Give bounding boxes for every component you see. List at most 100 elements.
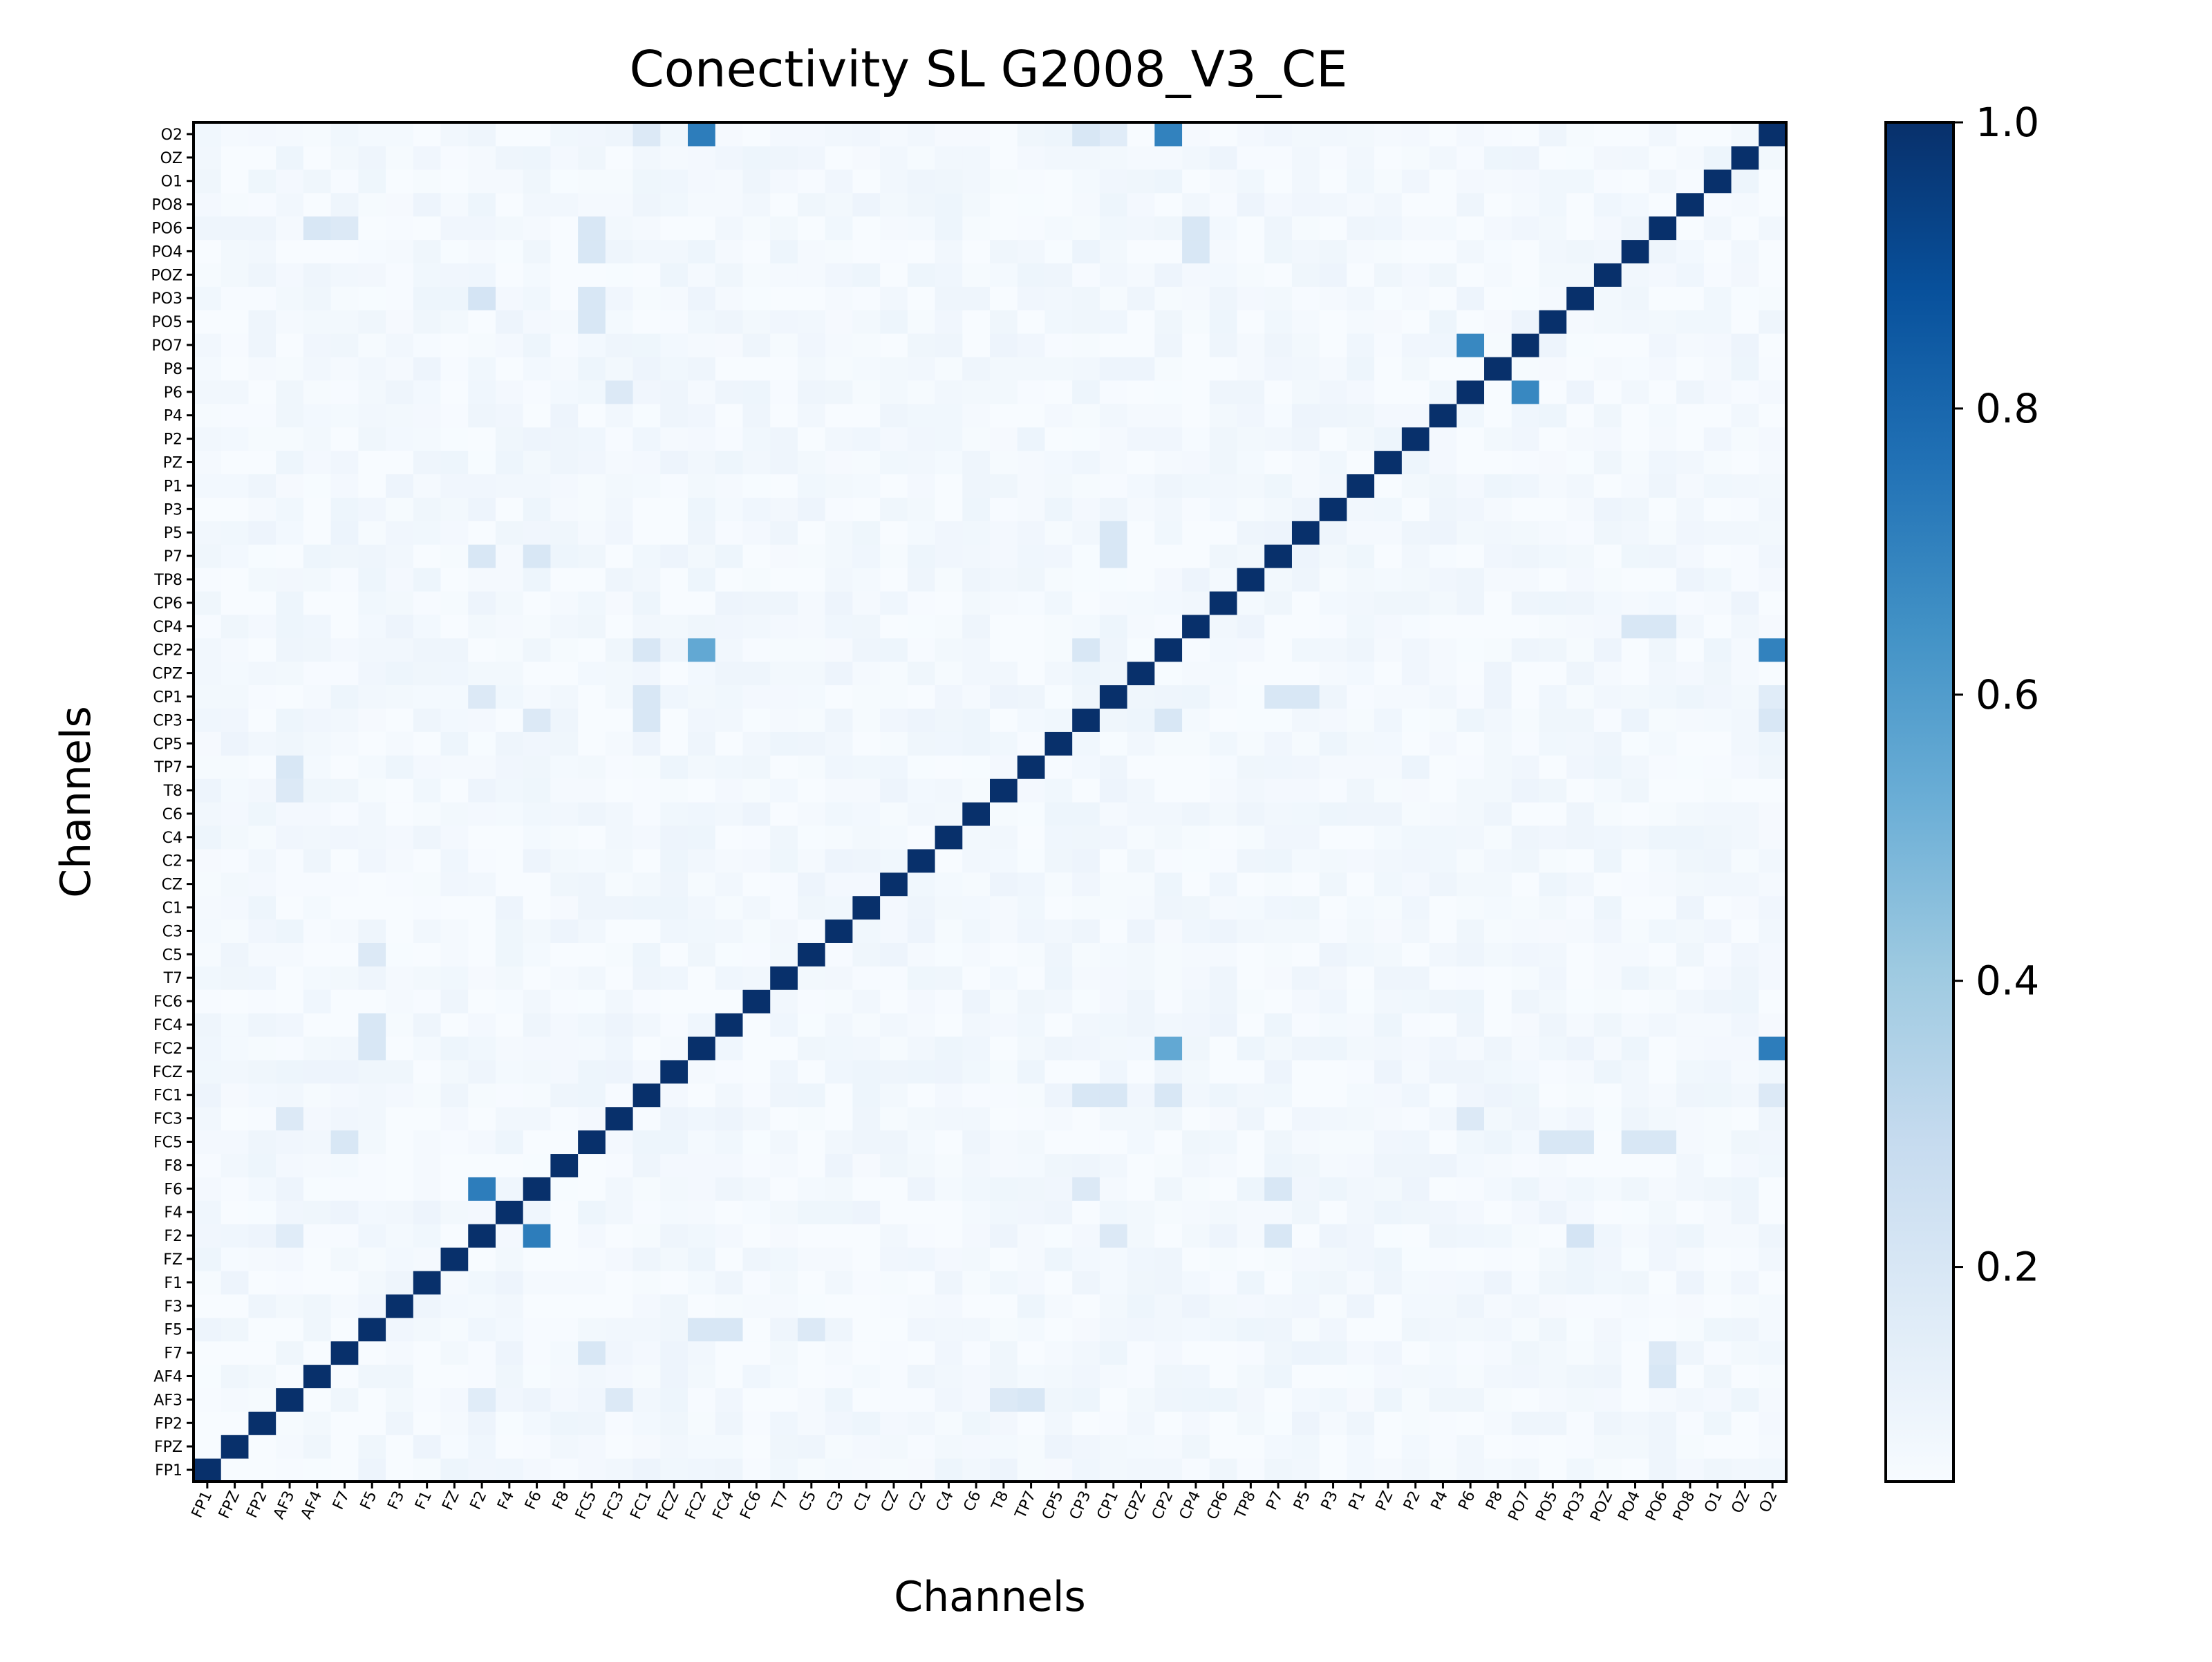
heatmap-cell — [1484, 568, 1512, 592]
heatmap-cell — [1210, 497, 1237, 521]
heatmap-cell — [1430, 380, 1457, 404]
heatmap-cell — [331, 849, 359, 873]
heatmap-cell — [1210, 896, 1237, 920]
heatmap-cell — [1018, 1341, 1045, 1365]
heatmap-cell — [825, 708, 853, 732]
heatmap-cell — [1237, 708, 1265, 732]
heatmap-cell — [1512, 1083, 1539, 1108]
heatmap-cell — [1704, 1411, 1732, 1435]
heatmap-cell — [523, 310, 551, 334]
heatmap-cell — [962, 239, 990, 263]
heatmap-cell — [962, 1318, 990, 1342]
heatmap-cell — [1347, 1107, 1374, 1131]
heatmap-cell — [413, 685, 441, 709]
heatmap-cell — [1347, 1083, 1374, 1108]
heatmap-cell — [742, 1365, 770, 1389]
colorbar-tick-label: 1.0 — [1976, 99, 2039, 146]
heatmap-cell — [1430, 286, 1457, 310]
heatmap-cell — [1456, 1153, 1484, 1177]
heatmap-cell — [1484, 919, 1512, 943]
heatmap-cell — [1237, 1411, 1265, 1435]
heatmap-cell — [441, 591, 469, 615]
heatmap-cell — [441, 193, 469, 217]
heatmap-cell — [990, 286, 1018, 310]
heatmap-cell — [1292, 708, 1320, 732]
heatmap-cell — [1649, 1318, 1676, 1342]
heatmap-cell — [1594, 872, 1622, 897]
heatmap-cell — [248, 1341, 276, 1365]
heatmap-cell — [990, 1365, 1018, 1389]
heatmap-cell — [880, 1294, 908, 1318]
heatmap-cell — [688, 615, 715, 639]
heatmap-cell — [1566, 755, 1594, 779]
heatmap-cell — [1347, 591, 1374, 615]
heatmap-cell — [1347, 310, 1374, 334]
heatmap-cell — [1127, 451, 1155, 475]
heatmap-cell — [742, 1458, 770, 1482]
heatmap-cell — [1347, 1294, 1374, 1318]
heatmap-cell — [770, 638, 798, 662]
heatmap-cell — [1154, 825, 1182, 850]
heatmap-cell — [331, 1177, 359, 1201]
heatmap-cell — [1539, 1200, 1566, 1224]
heatmap-cell — [606, 685, 633, 709]
heatmap-cell — [742, 1435, 770, 1459]
heatmap-cell — [1018, 357, 1045, 381]
heatmap-cell — [852, 849, 880, 873]
heatmap-cell — [1154, 451, 1182, 475]
heatmap-cell — [276, 919, 303, 943]
heatmap-cell — [825, 1365, 853, 1389]
heatmap-cell — [688, 404, 715, 428]
heatmap-cell — [935, 169, 963, 193]
heatmap-cell — [770, 755, 798, 779]
heatmap-cell — [633, 638, 661, 662]
heatmap-cell — [1704, 404, 1732, 428]
heatmap-cell — [1732, 474, 1759, 498]
heatmap-cell — [413, 989, 441, 1014]
heatmap-cell — [1512, 989, 1539, 1014]
heatmap-cell — [1649, 989, 1676, 1014]
heatmap-cell — [1127, 1435, 1155, 1459]
heatmap-cell — [1210, 122, 1237, 147]
heatmap-cell — [523, 451, 551, 475]
heatmap-cell — [825, 1200, 853, 1224]
heatmap-cell — [523, 1411, 551, 1435]
heatmap-cell — [1622, 1224, 1649, 1248]
heatmap-cell — [715, 849, 743, 873]
heatmap-cell — [1292, 591, 1320, 615]
heatmap-cell — [633, 263, 661, 287]
heatmap-cell — [1320, 1458, 1347, 1482]
heatmap-cell — [413, 919, 441, 943]
heatmap-cell — [798, 357, 825, 381]
heatmap-cell — [1759, 521, 1786, 545]
heatmap-cell — [1732, 1083, 1759, 1108]
heatmap-cell — [1347, 427, 1374, 451]
heatmap-cell — [221, 1294, 249, 1318]
heatmap-cell — [331, 1224, 359, 1248]
heatmap-cell — [194, 1411, 221, 1435]
heatmap-cell — [1539, 169, 1566, 193]
heatmap-cell — [358, 544, 386, 568]
heatmap-cell — [194, 872, 221, 897]
heatmap-cell — [1594, 193, 1622, 217]
heatmap-cell — [1456, 1013, 1484, 1037]
heatmap-cell — [194, 404, 221, 428]
heatmap-cell — [276, 1341, 303, 1365]
heatmap-cell — [798, 755, 825, 779]
heatmap-cell — [1512, 1247, 1539, 1271]
heatmap-cell — [688, 216, 715, 241]
heatmap-cell — [496, 1130, 523, 1155]
heatmap-cell — [1210, 380, 1237, 404]
heatmap-cell — [1512, 755, 1539, 779]
heatmap-cell — [1512, 825, 1539, 850]
heatmap-cell — [413, 802, 441, 826]
heatmap-cell — [770, 1200, 798, 1224]
heatmap-cell — [1430, 591, 1457, 615]
heatmap-cell — [798, 146, 825, 170]
heatmap-cell — [1210, 1294, 1237, 1318]
heatmap-cell — [825, 942, 853, 967]
heatmap-cell — [990, 1388, 1018, 1412]
heatmap-cell — [1402, 357, 1430, 381]
heatmap-cell — [1402, 942, 1430, 967]
heatmap-cell — [1292, 1177, 1320, 1201]
